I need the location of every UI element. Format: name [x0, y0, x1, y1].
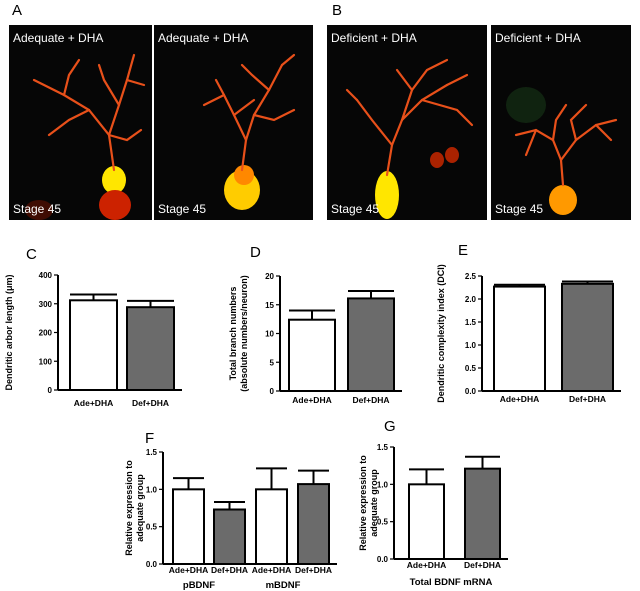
- category-label: Def+DHA: [569, 394, 606, 404]
- micrograph-deficient-2: Deficient + DHA Stage 45: [491, 25, 631, 220]
- bar: [126, 306, 175, 392]
- neuron-image: [345, 58, 474, 219]
- category-label: Ade+DHA: [169, 565, 208, 575]
- bar: [288, 318, 336, 393]
- chart-branch-numbers: 0 5 10 15 20 Total branch numbers(absolute nu…: [228, 272, 402, 405]
- panel-label-d: D: [250, 244, 261, 261]
- y-tick-label: 1.5: [146, 448, 158, 457]
- y-tick-label: 1.5: [465, 318, 477, 327]
- stage-caption: Stage 45: [331, 202, 380, 216]
- condition-caption: Deficient + DHA: [331, 31, 417, 45]
- bar: [493, 285, 546, 392]
- x-axis-label: Total BDNF mRNA: [410, 577, 493, 588]
- y-tick-label: 0: [48, 386, 53, 395]
- y-tick-label: 15: [265, 301, 274, 310]
- panel-label-e: E: [458, 242, 469, 259]
- y-tick-label: 0.0: [146, 560, 158, 569]
- category-label: Ade+DHA: [407, 560, 446, 570]
- bar: [561, 282, 614, 392]
- y-tick-label: 0.5: [465, 364, 477, 373]
- chart-total-bdnf-mrna: 0.0 0.5 1.0 1.5 Relative expression toadequa…: [358, 443, 508, 588]
- neuron-image: [506, 87, 618, 215]
- panel-label-c: C: [26, 246, 37, 263]
- y-tick-label: 1.0: [146, 485, 158, 494]
- y-axis-label: Relative expression toadequate group: [358, 455, 379, 551]
- y-tick-label: 0.5: [146, 523, 158, 532]
- y-tick-label: 200: [39, 329, 53, 338]
- panel-label-b: B: [332, 2, 343, 19]
- y-axis-label: Relative expression toadequate group: [124, 460, 145, 556]
- condition-caption: Adequate + DHA: [158, 31, 249, 45]
- group-label: pBDNF: [183, 580, 215, 590]
- y-tick-label: 10: [265, 330, 274, 339]
- y-tick-label: 400: [39, 271, 53, 280]
- micrograph-deficient-1: Deficient + DHA Stage 45: [327, 25, 487, 220]
- y-axis-label: Dendritic arbor length (μm): [4, 274, 14, 390]
- bar: [172, 488, 205, 565]
- bar: [464, 467, 501, 560]
- y-tick-label: 100: [39, 357, 53, 366]
- y-tick-label: 5: [270, 358, 275, 367]
- y-tick-label: 1.0: [377, 480, 389, 489]
- neuron-image: [202, 53, 296, 210]
- y-tick-label: 0.5: [377, 518, 389, 527]
- y-axis-label: Dendritic complexity index (DCI): [436, 264, 446, 403]
- chart-complexity-index: 0.0 0.5 1.0 1.5 2.0 2.5 Dendritic complexity i…: [436, 264, 621, 404]
- stage-caption: Stage 45: [495, 202, 544, 216]
- y-axis-label: Total branch numbers(absolute numbers/ne…: [228, 275, 249, 392]
- bar: [69, 299, 118, 391]
- bar: [347, 297, 395, 392]
- y-tick-label: 20: [265, 272, 274, 281]
- y-tick-label: 300: [39, 300, 53, 309]
- neuron-image: [25, 53, 146, 220]
- category-label: Def+DHA: [211, 565, 248, 575]
- category-label: Def+DHA: [295, 565, 332, 575]
- y-tick-label: 1.0: [465, 341, 477, 350]
- panel-label-f: F: [145, 430, 155, 447]
- y-tick-label: 0.0: [377, 555, 389, 564]
- category-label: Def+DHA: [464, 560, 501, 570]
- panel-label-g: G: [384, 418, 396, 435]
- category-label: Def+DHA: [352, 395, 389, 405]
- bar: [408, 483, 445, 560]
- category-label: Ade+DHA: [74, 398, 113, 408]
- bar: [213, 508, 246, 565]
- condition-caption: Adequate + DHA: [13, 31, 104, 45]
- bar: [255, 488, 288, 565]
- micrograph-adequate-2: Adequate + DHA Stage 45: [154, 25, 313, 220]
- stage-caption: Stage 45: [158, 202, 207, 216]
- panel-label-a: A: [12, 2, 23, 19]
- y-tick-label: 1.5: [377, 443, 389, 452]
- category-label: Ade+DHA: [292, 395, 331, 405]
- chart-arbor-length: 0 100 200 300 400 Dendritic arbor length (μm)…: [4, 271, 182, 408]
- category-label: Ade+DHA: [252, 565, 291, 575]
- bar: [297, 483, 330, 565]
- y-tick-label: 2.5: [465, 272, 477, 281]
- group-label: mBDNF: [266, 580, 301, 590]
- stage-caption: Stage 45: [13, 202, 62, 216]
- y-tick-label: 2.0: [465, 295, 477, 304]
- micrograph-adequate-1: Adequate + DHA Stage 45: [9, 25, 152, 220]
- y-tick-label: 0.0: [465, 387, 477, 396]
- category-label: Def+DHA: [132, 398, 169, 408]
- category-label: Ade+DHA: [500, 394, 539, 404]
- y-tick-label: 0: [270, 387, 275, 396]
- condition-caption: Deficient + DHA: [495, 31, 581, 45]
